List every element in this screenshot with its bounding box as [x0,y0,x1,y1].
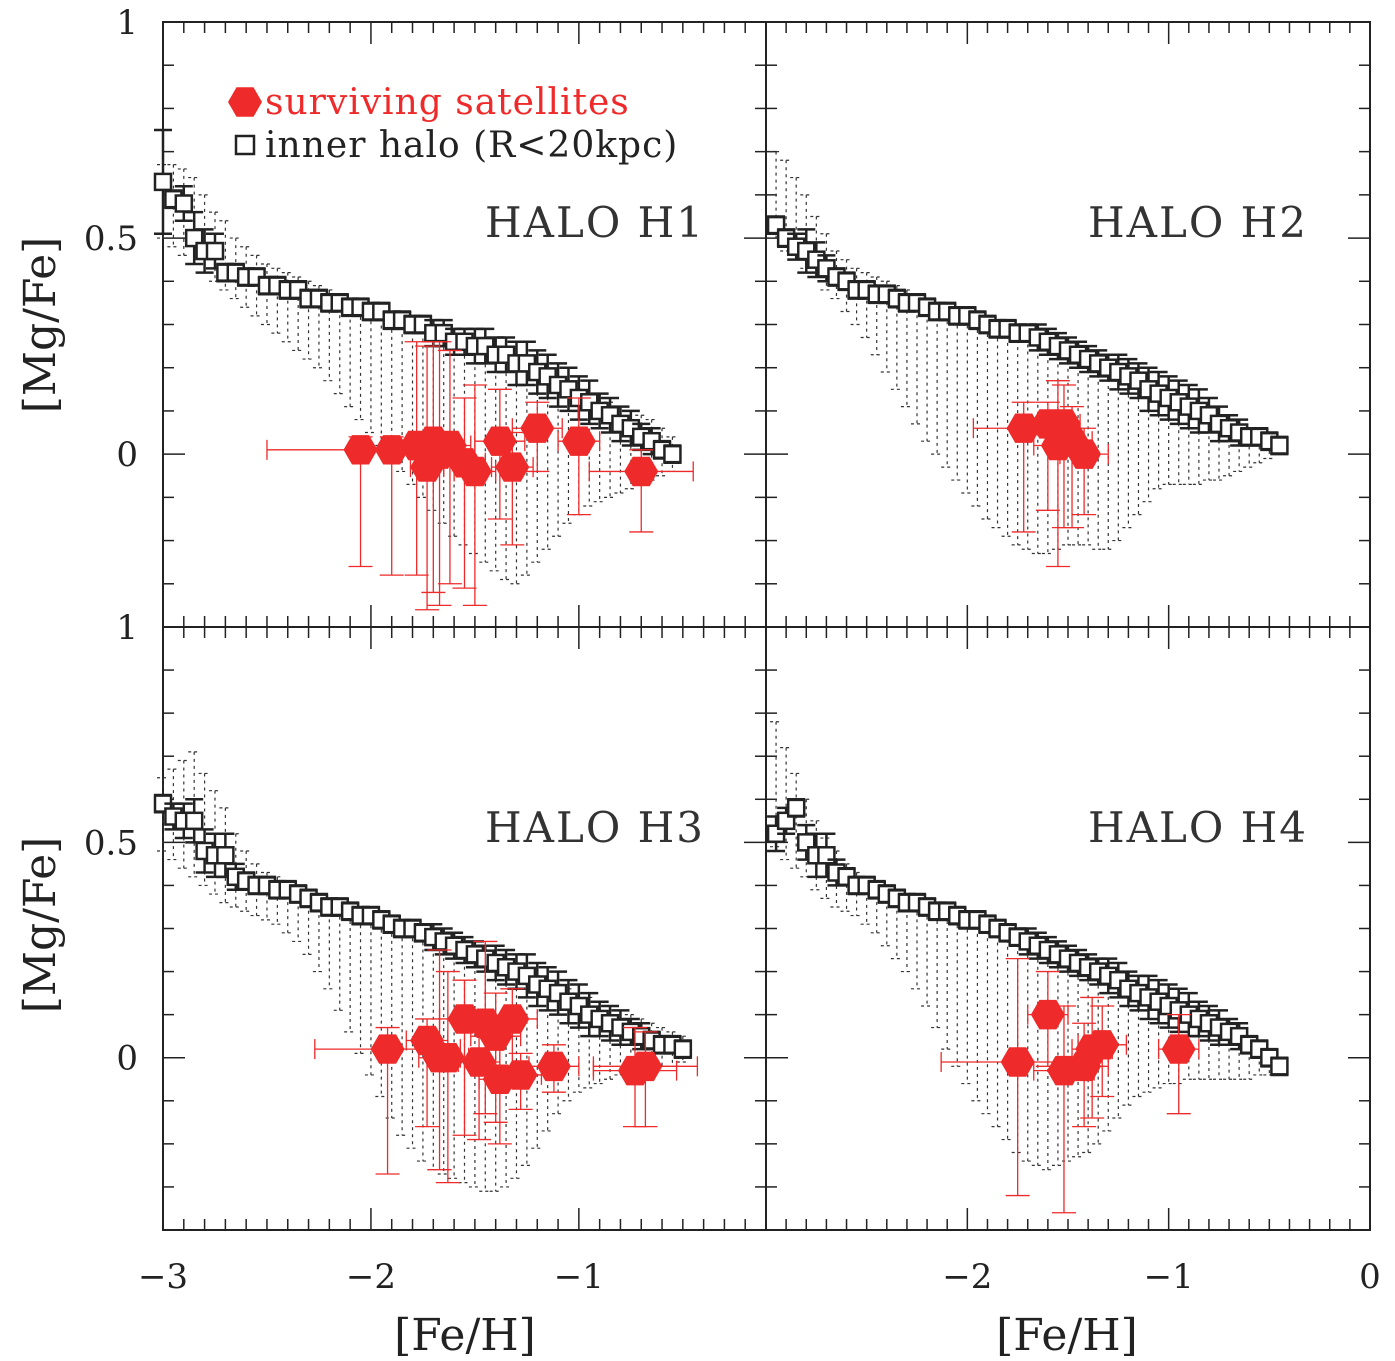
legend: surviving satellites inner halo (R<20kpc… [228,82,678,166]
panel-h1: HALO H1 [153,21,767,628]
y-axis-title: [Mg/Fe] [15,837,66,1014]
ticks [765,626,1371,1231]
satellite-series [314,940,699,1184]
panel-title: HALO H2 [1088,198,1308,247]
halo-point [1270,1057,1289,1076]
halo-point [184,811,204,831]
x-tick-label: −1 [1144,1257,1194,1297]
ticks [765,21,1371,628]
panel-h4: HALO H4 [765,626,1371,1231]
legend-satellite-marker [228,87,262,117]
halo-point [174,194,194,213]
satellite-point [1067,439,1102,469]
halo-point [663,444,682,464]
halo-series [153,128,682,465]
y-axis-title: [Mg/Fe] [15,237,66,414]
satellite-point [462,1047,497,1077]
halo-point [153,172,173,192]
x-tick-label: 0 [1359,1257,1381,1297]
x-tick-label: −2 [346,1257,396,1297]
y-tick-label: 1 [116,608,138,648]
panel-title: HALO H4 [1088,803,1308,852]
satellite-point [1006,413,1041,443]
satellite-point [1161,1034,1196,1064]
panel-frame [765,626,1371,1231]
satellite-point [520,413,555,443]
halo-point [205,241,225,261]
satellite-point [374,435,409,465]
x-tick-label: −2 [942,1257,992,1297]
satellite-point [343,435,378,465]
y-tick-label: 0 [116,1039,138,1079]
satellite-point [430,1043,465,1073]
satellite-point [1000,1047,1035,1077]
satellite-point [536,1051,571,1082]
satellite-point [495,452,530,482]
x-tick-label: −1 [554,1257,604,1297]
satellite-series [972,380,1109,568]
legend-halo-marker [234,134,256,156]
panel-title: HALO H3 [485,803,705,852]
halo-point [817,846,836,865]
satellite-point [628,1051,663,1082]
x-axis-title: [Fe/H] [394,1310,536,1361]
satellite-point [495,1004,530,1034]
ticks [162,626,767,1231]
y-tick-label: 0.5 [84,823,138,863]
satellite-point [624,456,659,487]
panel-title: HALO H1 [485,198,705,247]
satellite-point [1085,1030,1120,1060]
satellite-series [266,341,694,611]
y-tick-label: 0.5 [84,219,138,259]
satellite-point [457,456,492,487]
x-axis-title: [Fe/H] [996,1310,1138,1361]
panel-frame [162,626,767,1231]
y-tick-label: 1 [116,3,138,43]
satellite-series [940,958,1200,1214]
y-tick-label: 0 [116,435,138,475]
halo-series [766,798,1289,1077]
halo-series [153,793,693,1059]
halo-point [673,1039,693,1059]
satellite-point [1030,999,1065,1030]
satellite-point [370,1034,405,1064]
legend-halo-label: inner halo (R<20kpc) [265,125,678,166]
satellite-point [503,1060,538,1090]
legend-satellites-label: surviving satellites [265,82,630,123]
x-tick-label: −3 [138,1257,188,1297]
satellite-point [482,426,517,456]
halo-point [786,798,806,818]
axis-labels: −3 −2 −1 −2 −1 0 1 0.5 0 1 0.5 0 [Fe/H] [Fe/H] [Mg/Fe]… [15,3,1381,1361]
halo-series [766,215,1289,456]
halo-point [216,846,235,865]
halo-point [1270,436,1289,455]
panel-h2: HALO H2 [765,21,1371,628]
satellite-point [561,426,596,456]
panel-h3: HALO H3 [153,626,767,1231]
